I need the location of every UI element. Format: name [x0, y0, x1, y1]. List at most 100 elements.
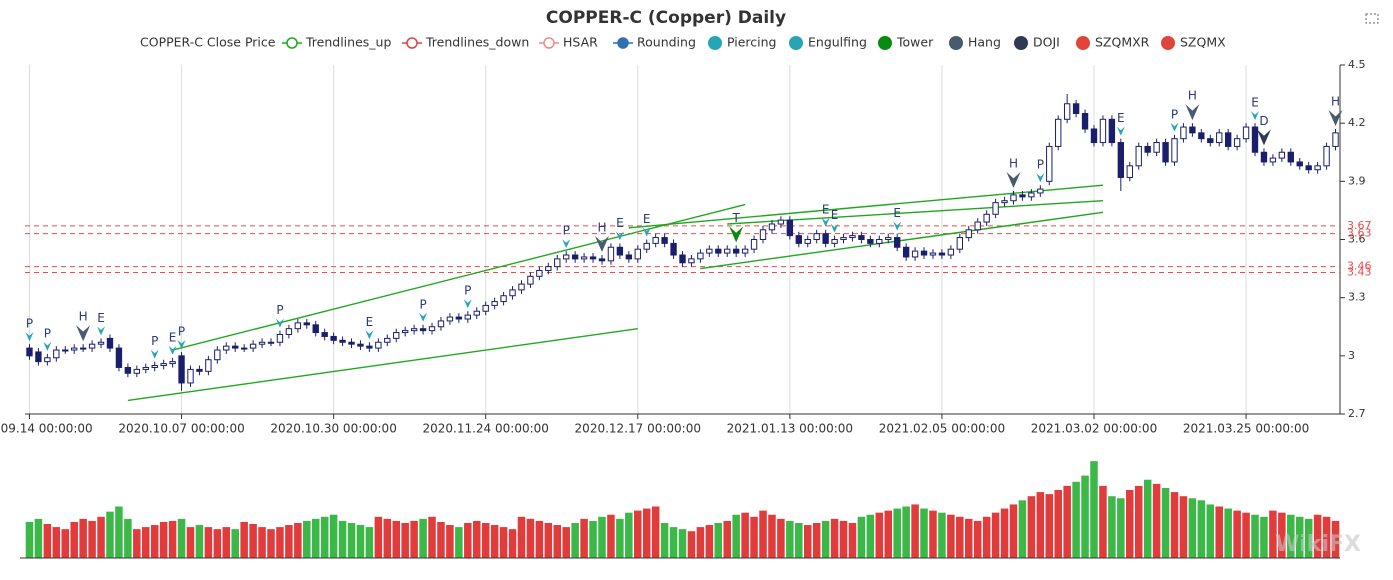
candle-body — [688, 258, 695, 264]
volume-bar — [553, 525, 562, 558]
volume-bar — [1287, 514, 1295, 558]
legend-item[interactable]: Engulfing — [789, 35, 867, 51]
volume-bar — [437, 521, 445, 558]
candle-body — [240, 347, 248, 350]
volume-bar — [1018, 500, 1027, 558]
candle-body — [1126, 165, 1133, 178]
volume-bar — [687, 531, 696, 558]
candle-body — [1028, 192, 1035, 198]
legend-item[interactable]: Trendlines_up — [282, 35, 391, 50]
volume-bar — [1206, 504, 1215, 558]
candle-body — [232, 345, 239, 349]
x-tick-label: 2021.01.13 00:00:00 — [727, 422, 853, 436]
legend-label: SZQMXR — [1095, 35, 1150, 50]
legend-item[interactable]: COPPER-C Close Price — [140, 35, 276, 50]
pattern-marker — [76, 325, 91, 342]
pattern-label: P — [44, 326, 51, 340]
candle-body — [491, 301, 498, 306]
candle-body — [1046, 145, 1053, 182]
volume-bar — [1152, 483, 1161, 558]
volume-bar — [61, 529, 70, 558]
legend-item[interactable]: SZQMX — [1161, 35, 1226, 51]
candle-body — [518, 283, 525, 291]
legend-item[interactable]: HSAR — [539, 35, 598, 50]
candle-body — [294, 322, 302, 330]
candle-body — [97, 341, 105, 345]
volume-bar — [142, 527, 150, 558]
pattern-label: E — [1251, 96, 1259, 110]
candle-body — [106, 337, 114, 349]
hsar-label: 3.63 — [1347, 227, 1372, 240]
pattern-marker — [43, 341, 52, 351]
pattern-label: P — [26, 317, 33, 331]
volume-bar — [1331, 520, 1340, 558]
pattern-label: P — [464, 284, 471, 298]
candle-body — [625, 254, 633, 260]
volume-bar — [106, 511, 114, 558]
candle-body — [697, 252, 704, 260]
legend-item[interactable]: Piercing — [708, 35, 777, 51]
candle-body — [706, 248, 713, 254]
candle-body — [867, 239, 874, 244]
toolbox-icon[interactable] — [1365, 13, 1379, 24]
volume-bar — [490, 525, 499, 558]
candle-body — [938, 252, 946, 256]
candle-body — [947, 248, 955, 256]
pattern-label: E — [831, 208, 839, 222]
candle-body — [670, 242, 677, 256]
candle-body — [902, 246, 910, 258]
volume-bar — [625, 512, 633, 558]
legend-item[interactable]: SZQMXR — [1076, 35, 1150, 51]
volume-bar — [150, 525, 159, 558]
candle-body — [643, 242, 650, 250]
legend-item[interactable]: DOJI — [1014, 35, 1060, 51]
candle-body — [1332, 132, 1339, 147]
legend-item[interactable]: Trendlines_down — [402, 35, 529, 50]
hsar-label: 3.43 — [1347, 265, 1372, 278]
legend-symbol — [617, 37, 629, 49]
legend-item[interactable]: Tower — [878, 35, 934, 51]
volume-bar — [410, 520, 418, 558]
candle-body — [607, 246, 615, 262]
candle-body — [1287, 151, 1294, 163]
candle-body — [473, 310, 480, 316]
volume-bar — [1108, 496, 1116, 558]
candle-body — [1081, 112, 1089, 130]
pattern-label: H — [1331, 94, 1340, 108]
pattern-label: P — [1037, 158, 1044, 172]
candle-body — [1233, 138, 1241, 147]
volume-bar — [956, 516, 964, 558]
candle-body — [437, 320, 445, 328]
pattern-label: P — [419, 297, 426, 311]
legend-label: DOJI — [1033, 35, 1060, 50]
candle-body — [831, 239, 838, 244]
candle-body — [598, 258, 606, 262]
volume-bar — [875, 512, 884, 558]
volume-bar — [848, 522, 857, 558]
volume-bar — [1215, 506, 1223, 558]
candle-body — [1090, 128, 1098, 144]
candle-body — [661, 237, 668, 244]
volume-bar — [947, 514, 955, 558]
candle-body — [804, 239, 811, 244]
volume-bar — [1009, 504, 1018, 558]
legend-item[interactable]: Rounding — [613, 35, 696, 50]
legend-item[interactable]: Hang — [949, 35, 1001, 51]
candle-body — [339, 339, 346, 343]
candle-body — [554, 258, 561, 268]
volume-bar — [1063, 485, 1071, 558]
volume-bar — [1260, 516, 1268, 558]
y-tick-label: 3.6 — [1348, 233, 1366, 246]
candle-body — [124, 366, 132, 374]
volume-bar — [803, 525, 812, 558]
legend-symbol — [1076, 36, 1090, 50]
candle-body — [1010, 194, 1017, 202]
volume-bar — [213, 529, 222, 558]
volume-bar — [1134, 485, 1143, 558]
volume-bar — [929, 510, 937, 558]
y-tick-label: 4.5 — [1348, 58, 1366, 71]
candle-body — [616, 246, 624, 256]
candle-body — [1001, 200, 1008, 204]
volume-bar — [1161, 487, 1170, 558]
pattern-label: E — [1117, 111, 1125, 125]
